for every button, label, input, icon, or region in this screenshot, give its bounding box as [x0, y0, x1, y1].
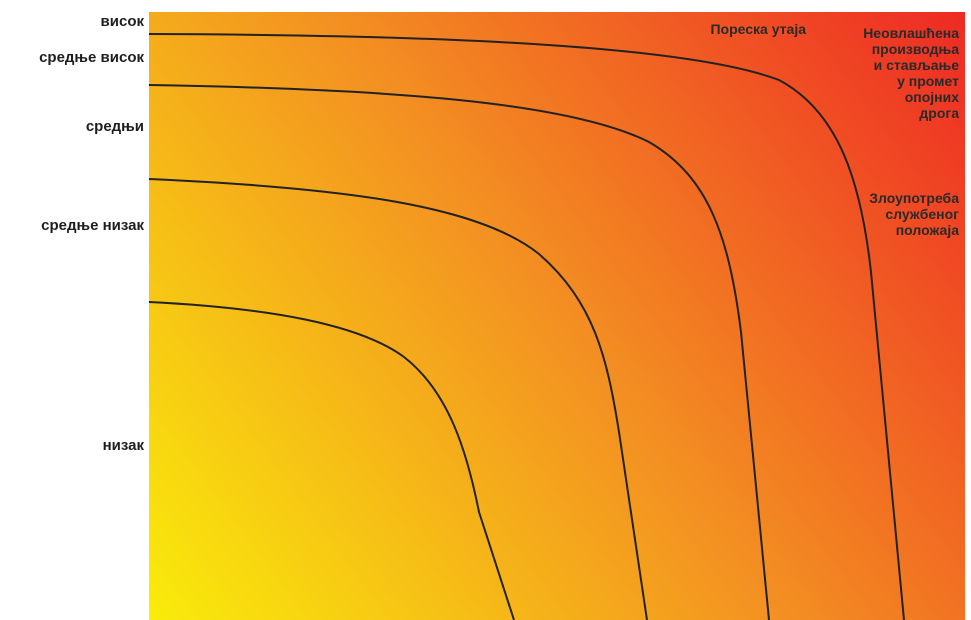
- category-tax-evasion: Пореска утаја: [710, 21, 806, 37]
- risk-level-medium-low: средње низак: [41, 217, 144, 234]
- iso-risk-curve-4: [149, 33, 905, 620]
- category-narcotics-line: и стављање: [873, 57, 959, 73]
- category-abuse-line: Злоупотреба: [869, 190, 959, 206]
- risk-level-medium-high: средње висок: [39, 49, 144, 66]
- risk-matrix-area: Пореска утаја Неовлашћена производња и с…: [149, 12, 965, 620]
- category-narcotics-line: дрога: [919, 105, 959, 121]
- category-narcotics: Неовлашћена производња и стављање у пром…: [863, 25, 959, 121]
- category-narcotics-line: Неовлашћена: [863, 25, 959, 41]
- risk-gradient-svg: [149, 12, 965, 620]
- category-narcotics-line: опојних: [904, 89, 959, 105]
- iso-risk-curve-1: [149, 301, 515, 620]
- category-narcotics-line: производња: [871, 41, 959, 57]
- risk-level-medium: средњи: [85, 118, 144, 135]
- category-narcotics-line: у промет: [897, 73, 959, 89]
- iso-risk-curve-2: [149, 178, 648, 620]
- category-abuse-of-office: Злоупотреба службеног положаја: [869, 190, 959, 238]
- iso-risk-curve-3: [149, 84, 770, 620]
- category-abuse-line: службеног: [885, 206, 959, 222]
- risk-level-high: висок: [100, 13, 144, 30]
- risk-level-low: низак: [102, 437, 144, 454]
- risk-gradient-background: [149, 12, 965, 620]
- category-abuse-line: положаја: [895, 222, 959, 238]
